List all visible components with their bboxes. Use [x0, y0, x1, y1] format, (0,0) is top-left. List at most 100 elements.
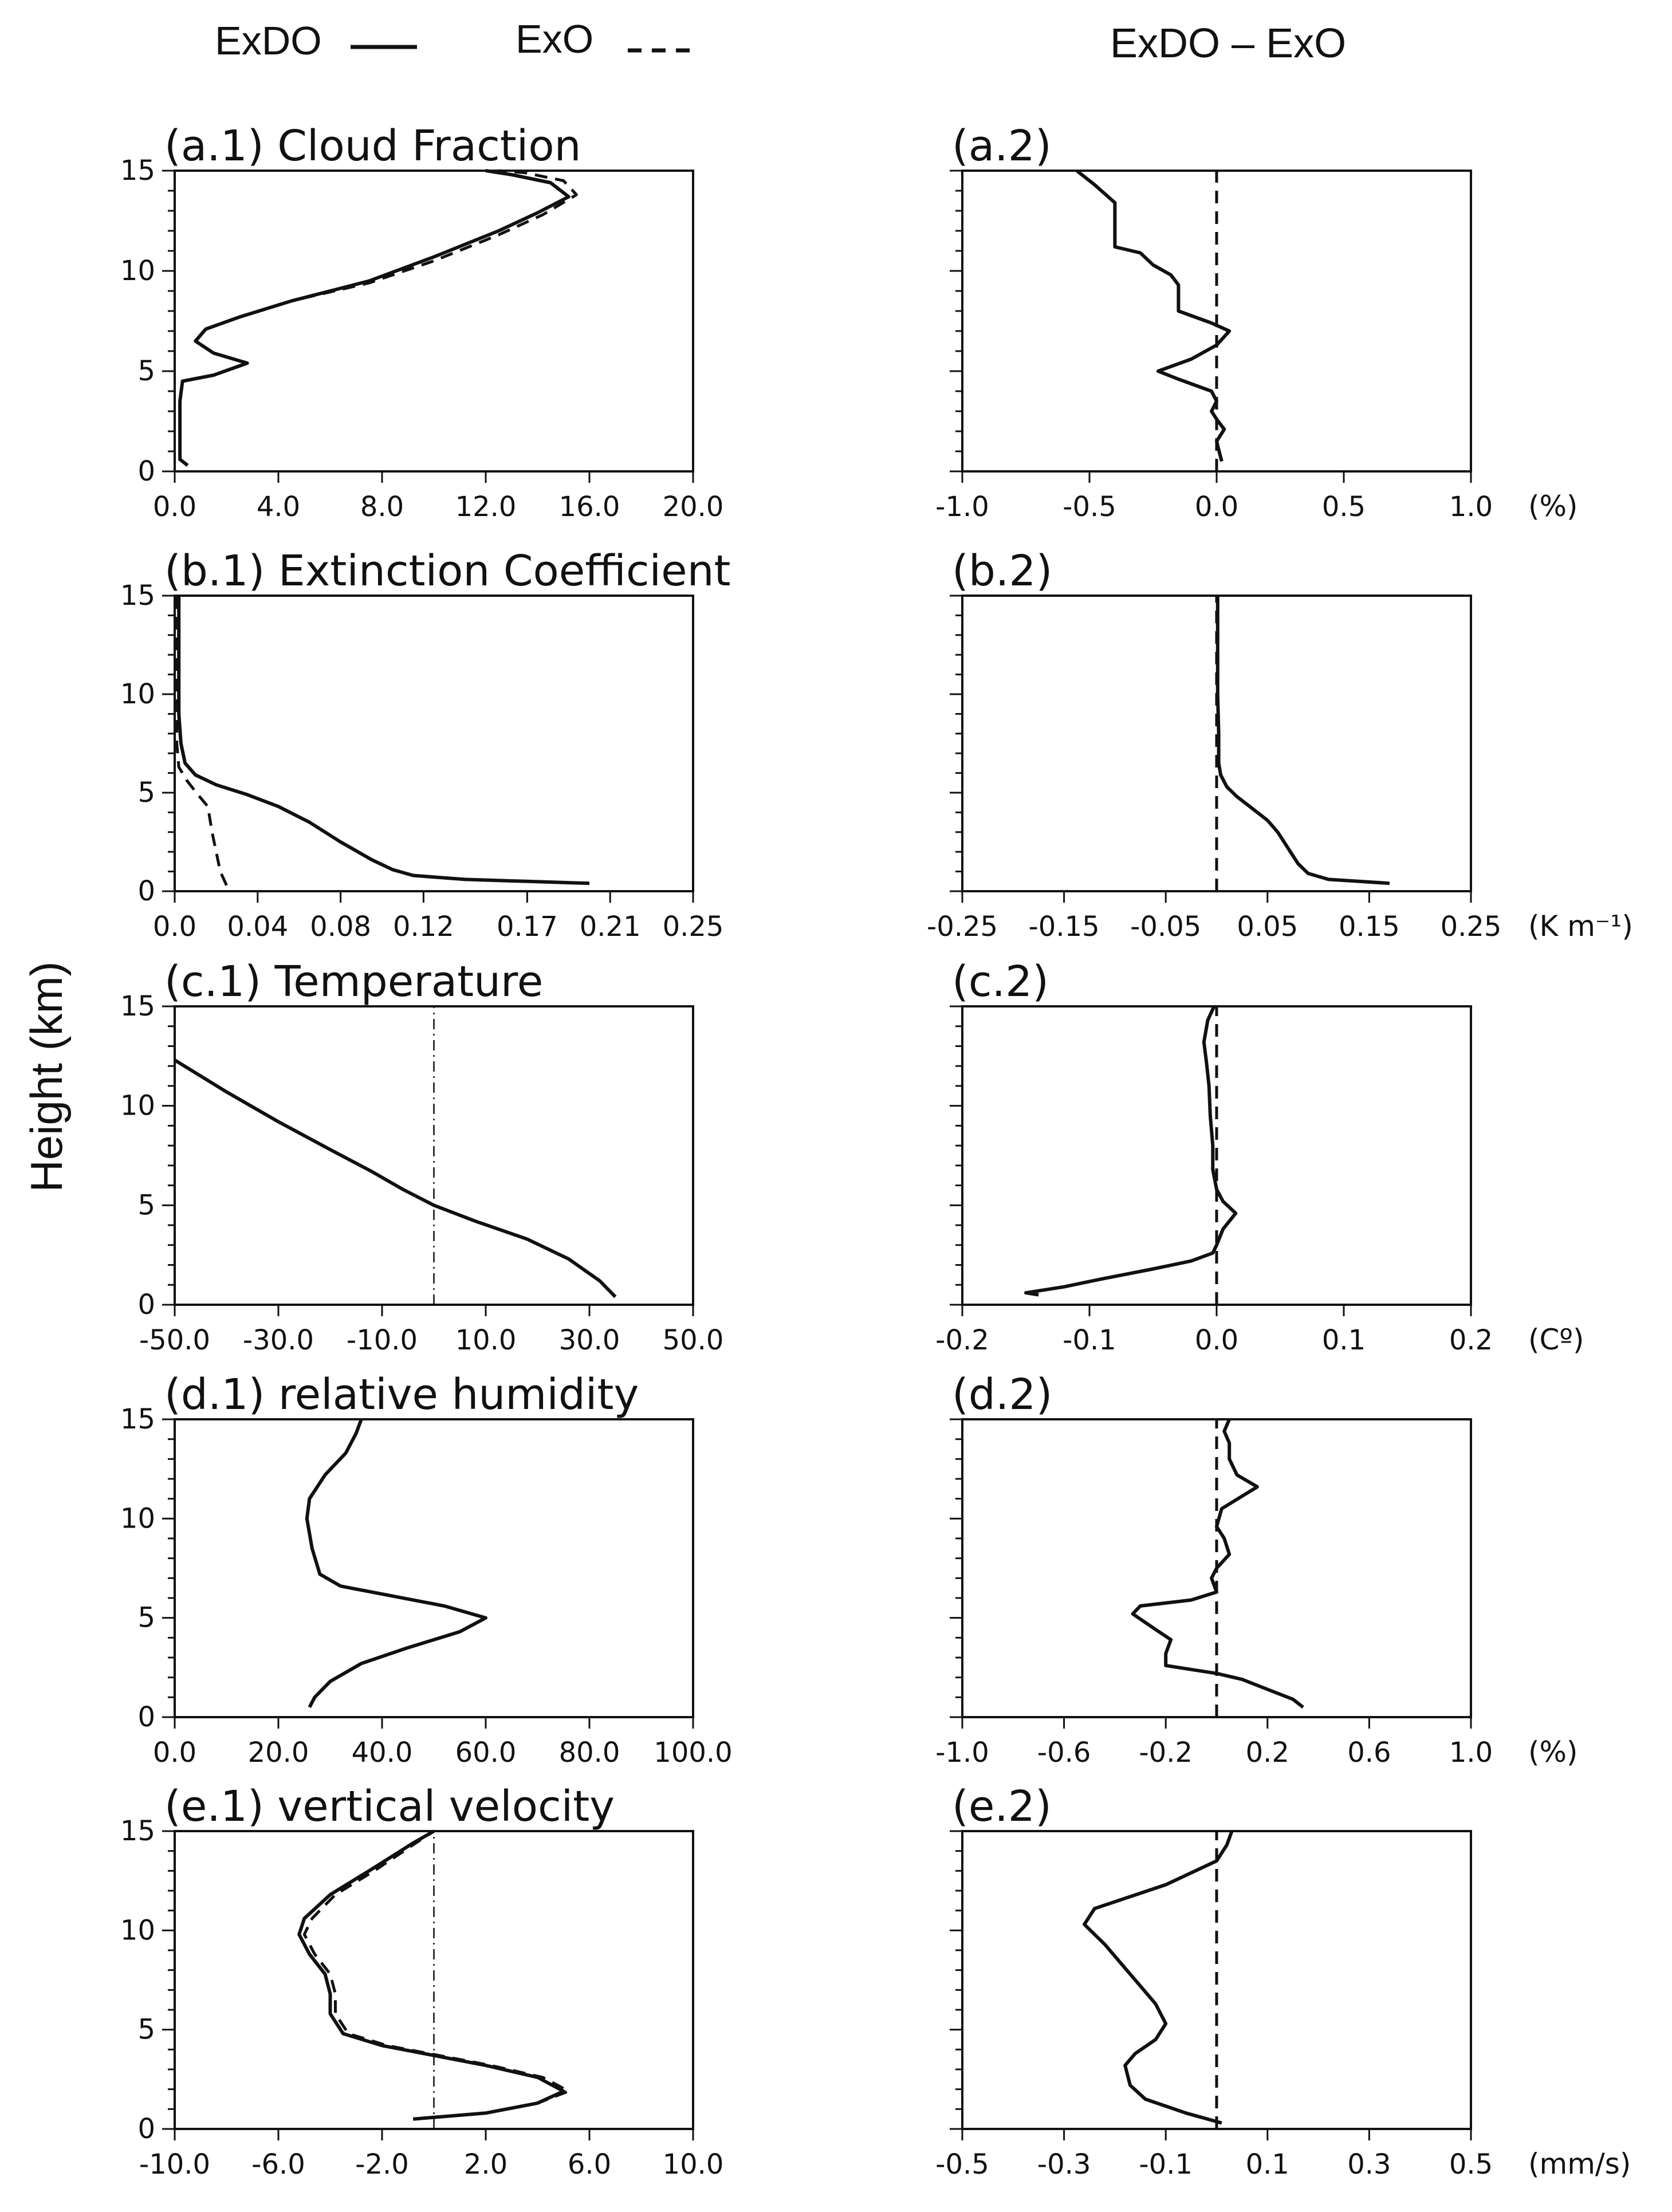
- x-tick-label-b2: -0.15: [1028, 911, 1099, 943]
- x-tick-label-a1: 4.0: [257, 491, 300, 523]
- legend-exdo-label: ExDO: [215, 18, 322, 63]
- x-tick-label-d1: 40.0: [352, 1737, 413, 1769]
- series-line-e2-exdo: [1083, 1830, 1234, 2125]
- x-tick-label-a1: 0.0: [153, 491, 196, 523]
- series-line-a1-exdo: [178, 169, 571, 467]
- x-unit-label-a2: (%): [1528, 490, 1578, 523]
- x-tick-label-a1: 8.0: [360, 491, 404, 523]
- series-line-c2-exdo: [1024, 1005, 1238, 1297]
- x-tick-label-b1: 0.08: [310, 911, 371, 943]
- panel-b2: (b.2) -0.25 -0.15 -0.05 0.05 0.15 0.25 (K m⁻¹): [927, 546, 1633, 943]
- x-unit-label-b2: (K m⁻¹): [1528, 910, 1633, 943]
- series-line-c1-exdo: [174, 1058, 617, 1298]
- x-tick-label-c2: -0.1: [1063, 1324, 1116, 1356]
- panel-title-a2: (a.2): [952, 121, 1052, 171]
- y-tick-label-b1: 0: [137, 875, 155, 907]
- x-tick-label-a1: 20.0: [663, 491, 724, 523]
- x-tick-label-a2: 0.0: [1195, 491, 1238, 523]
- panel-a2: (a.2) -1.0 -0.5 0.0 0.5 1.0 (%): [935, 121, 1577, 523]
- x-tick-label-e2: 0.3: [1347, 2148, 1391, 2180]
- x-tick-label-d2: -0.2: [1139, 1737, 1193, 1769]
- x-tick-label-e1: -10.0: [139, 2148, 210, 2180]
- x-tick-label-d1: 20.0: [248, 1737, 309, 1769]
- series-line-b1-exo: [175, 596, 228, 886]
- y-tick-label-a1: 0: [137, 455, 155, 487]
- x-tick-label-c1: -10.0: [347, 1324, 418, 1356]
- x-tick-label-c1: 50.0: [663, 1324, 724, 1356]
- plot-frame-b1: [174, 595, 694, 892]
- y-tick-label-d1: 10: [120, 1502, 155, 1534]
- x-tick-label-c2: 0.2: [1449, 1324, 1493, 1356]
- y-tick-label-d1: 0: [137, 1701, 155, 1733]
- y-tick-label-e1: 5: [137, 2014, 155, 2046]
- y-tick-label-b1: 15: [120, 580, 155, 612]
- y-tick-label-b1: 5: [137, 777, 155, 809]
- x-tick-label-e2: 0.5: [1449, 2148, 1493, 2180]
- x-tick-label-b2: -0.25: [927, 911, 998, 943]
- panel-a1: (a.1) Cloud Fraction 0 5 10 15 0.0 4.0 8.0 12.0 1…: [120, 121, 724, 523]
- x-tick-label-b1: 0.12: [393, 911, 454, 943]
- panel-e1: (e.1) vertical velocity 0 5 10 15 -10.0 -6.0 -2…: [120, 1782, 724, 2180]
- x-tick-label-b1: 0.17: [497, 911, 558, 943]
- x-tick-label-a2: -0.5: [1063, 491, 1116, 523]
- x-tick-label-c1: -50.0: [139, 1324, 210, 1356]
- x-tick-label-c2: 0.0: [1195, 1324, 1238, 1356]
- x-tick-label-e1: 10.0: [663, 2148, 724, 2180]
- series-line-d2-exdo: [1131, 1418, 1304, 1709]
- x-tick-label-b1: 0.25: [663, 911, 724, 943]
- x-tick-label-e2: -0.3: [1037, 2148, 1091, 2180]
- x-tick-label-a2: -1.0: [935, 491, 989, 523]
- x-tick-label-d2: -0.6: [1037, 1737, 1091, 1769]
- series-line-d1-exo: [305, 1419, 487, 1708]
- y-tick-label-c1: 0: [137, 1289, 155, 1321]
- y-tick-label-e1: 10: [120, 1914, 155, 1946]
- plot-frame-a1: [174, 170, 694, 473]
- panel-title-c2: (c.2): [952, 957, 1049, 1006]
- y-tick-label-a1: 5: [137, 355, 155, 387]
- panel-e2: (e.2) -0.5 -0.3 -0.1 0.1 0.3 0.5 (mm/s): [935, 1782, 1631, 2180]
- x-tick-label-b1: 0.21: [580, 911, 641, 943]
- y-tick-label-a1: 15: [120, 155, 155, 187]
- panel-title-e2: (e.2): [952, 1782, 1052, 1831]
- panel-b1: (b.1) Extinction Coefficient 0 5 10 15 0.0 0.0…: [120, 546, 731, 943]
- x-tick-label-b1: 0.0: [153, 911, 196, 943]
- x-tick-label-d1: 100.0: [654, 1737, 732, 1769]
- x-tick-label-c2: 0.1: [1322, 1324, 1366, 1356]
- x-tick-label-e2: -0.5: [935, 2148, 989, 2180]
- x-tick-label-c1: 30.0: [559, 1324, 620, 1356]
- y-axis-label: Height (km): [21, 961, 72, 1192]
- panel-title-d1: (d.1) relative humidity: [164, 1370, 639, 1419]
- series-line-b2-exdo: [1215, 596, 1390, 885]
- x-tick-label-e2: -0.1: [1139, 2148, 1193, 2180]
- x-unit-label-e2: (mm/s): [1528, 2147, 1631, 2180]
- series-line-e1-exdo: [297, 1829, 565, 2121]
- x-tick-label-d2: -1.0: [935, 1737, 989, 1769]
- series-line-a1-exo: [178, 169, 578, 467]
- panel-d1: (d.1) relative humidity 0 5 10 15 0.0 20.0 40.0…: [120, 1370, 733, 1769]
- y-tick-label-b1: 10: [120, 678, 155, 710]
- y-tick-label-e1: 15: [120, 1815, 155, 1847]
- diff-header: ExDO – ExO: [1110, 21, 1346, 66]
- panel-title-a1: (a.1) Cloud Fraction: [164, 121, 581, 171]
- panel-title-e1: (e.1) vertical velocity: [164, 1782, 615, 1831]
- x-tick-label-c2: -0.2: [935, 1324, 989, 1356]
- x-tick-label-d1: 0.0: [153, 1737, 196, 1769]
- series-line-d1-exdo: [305, 1418, 487, 1709]
- y-tick-label-e1: 0: [137, 2113, 155, 2145]
- legend-exo-label: ExO: [516, 17, 593, 61]
- x-tick-label-e1: -2.0: [355, 2148, 409, 2180]
- y-tick-label-c1: 15: [120, 990, 155, 1022]
- x-tick-label-e1: 2.0: [464, 2148, 507, 2180]
- x-tick-label-d2: 1.0: [1449, 1737, 1493, 1769]
- series-line-c1-exo: [174, 1058, 617, 1298]
- y-tick-label-c1: 5: [137, 1189, 155, 1221]
- x-tick-label-c1: -30.0: [243, 1324, 314, 1356]
- x-tick-label-d1: 80.0: [559, 1737, 620, 1769]
- y-tick-label-d1: 5: [137, 1602, 155, 1634]
- panel-title-c1: (c.1) Temperature: [164, 957, 543, 1006]
- panel-d2: (d.2) -1.0 -0.6 -0.2 0.2 0.6 1.0 (%): [935, 1370, 1577, 1769]
- x-tick-label-d1: 60.0: [455, 1737, 517, 1769]
- x-unit-label-d2: (%): [1528, 1735, 1578, 1769]
- x-tick-label-b2: 0.15: [1339, 911, 1400, 943]
